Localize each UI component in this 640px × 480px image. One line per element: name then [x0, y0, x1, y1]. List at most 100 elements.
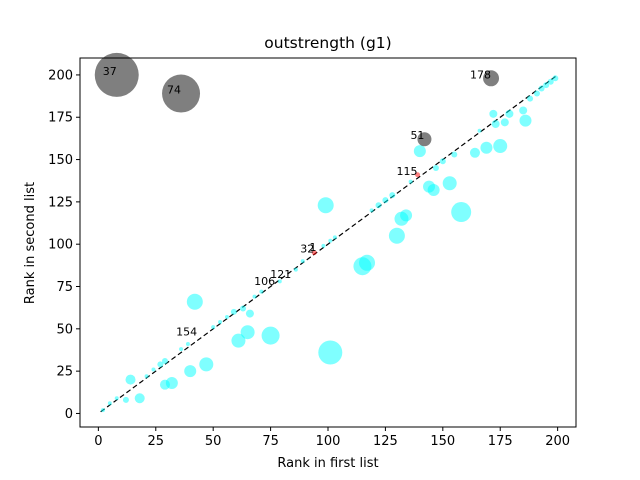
data-point-cyan	[439, 158, 446, 165]
data-point-cyan	[500, 118, 509, 127]
data-point-cyan	[332, 235, 337, 240]
x-axis-label: Rank in first list	[277, 456, 378, 471]
data-point-cyan	[252, 294, 257, 299]
data-point-cyan	[547, 78, 554, 85]
point-annotation: 106	[254, 275, 275, 288]
point-annotation: 51	[410, 129, 424, 142]
data-point-cyan	[533, 90, 540, 97]
data-point-cyan	[321, 243, 326, 248]
data-point-cyan	[224, 314, 229, 319]
data-point-cyan	[114, 396, 119, 401]
data-point-cyan	[382, 197, 389, 204]
data-point-cyan	[375, 202, 382, 209]
data-point-cyan	[144, 374, 149, 379]
point-annotation: 37	[103, 65, 117, 78]
data-point-cyan	[134, 393, 145, 404]
point-annotation: 1	[310, 241, 317, 254]
y-tick-label: 150	[48, 153, 73, 168]
x-tick-label: 25	[148, 434, 165, 449]
data-point-cyan	[179, 347, 184, 352]
data-point-cyan	[427, 184, 440, 197]
data-point-cyan	[451, 202, 472, 223]
data-point-cyan	[122, 396, 129, 403]
data-point-cyan	[413, 145, 426, 158]
data-point-red	[311, 250, 317, 256]
x-tick-label: 150	[430, 434, 455, 449]
point-annotation: 74	[167, 84, 181, 97]
data-point-cyan	[100, 408, 105, 413]
y-tick-label: 75	[56, 280, 73, 295]
y-tick-label: 200	[48, 68, 73, 83]
data-point-cyan	[293, 267, 298, 272]
point-annotation: 154	[176, 326, 197, 339]
data-point-cyan	[157, 361, 164, 368]
data-point-cyan	[211, 325, 216, 330]
data-point-cyan	[261, 326, 280, 345]
data-point-cyan	[240, 305, 247, 312]
data-point-cyan	[184, 365, 197, 378]
point-annotation: 121	[270, 268, 291, 281]
data-point-cyan	[359, 254, 376, 271]
data-point-cyan	[388, 227, 405, 244]
data-point-cyan	[277, 279, 282, 284]
data-point-cyan	[432, 165, 439, 172]
data-point-cyan	[491, 120, 500, 129]
y-tick-label: 25	[56, 365, 73, 380]
y-tick-label: 100	[48, 238, 73, 253]
data-point-cyan	[300, 259, 305, 264]
data-point-cyan	[519, 114, 532, 127]
x-axis: 0 25 50 75 100 125 150 175 200	[94, 427, 570, 449]
data-point-cyan	[489, 109, 498, 118]
data-point-cyan	[151, 367, 156, 372]
data-point-cyan	[519, 106, 528, 115]
x-tick-label: 75	[262, 434, 279, 449]
data-point-cyan	[259, 289, 264, 294]
data-point-cyan	[186, 293, 203, 310]
data-point-cyan	[552, 75, 559, 82]
data-point-gray	[417, 132, 432, 147]
data-point-gray	[162, 74, 201, 113]
data-point-gray	[94, 52, 139, 97]
data-point-cyan	[218, 320, 223, 325]
data-point-cyan	[245, 309, 254, 318]
data-point-cyan	[125, 374, 136, 385]
y-tick-label: 125	[48, 195, 73, 210]
y-axis-label: Rank in second list	[23, 182, 38, 304]
data-point-red	[415, 172, 421, 178]
x-tick-label: 0	[94, 434, 102, 449]
data-point-cyan	[527, 95, 534, 102]
y-tick-label: 0	[65, 407, 73, 422]
data-point-cyan	[538, 85, 545, 92]
data-point-cyan	[317, 197, 334, 214]
data-point-cyan	[408, 179, 413, 184]
data-point-cyan	[505, 109, 514, 118]
point-annotation: 178	[470, 68, 491, 81]
data-point-cyan	[161, 357, 168, 364]
data-point-cyan	[543, 82, 550, 89]
x-tick-label: 50	[205, 434, 222, 449]
data-point-cyan	[318, 340, 343, 365]
data-point-cyan	[240, 325, 255, 340]
data-point-cyan	[493, 139, 508, 154]
x-tick-label: 200	[545, 434, 570, 449]
data-point-cyan	[442, 176, 457, 191]
point-annotation: 32	[300, 243, 314, 256]
data-point-cyan	[185, 342, 190, 347]
data-point-cyan	[480, 141, 493, 154]
data-point-cyan	[230, 308, 237, 315]
x-tick-label: 175	[488, 434, 513, 449]
x-tick-label: 100	[316, 434, 341, 449]
chart-title: outstrength (g1)	[264, 34, 391, 52]
data-point-cyan	[400, 209, 413, 222]
point-annotation: 115	[397, 165, 418, 178]
data-point-cyan	[165, 376, 178, 389]
y-tick-label: 175	[48, 111, 73, 126]
y-axis: 0 25 50 75 100 125 150 175 200	[48, 68, 80, 422]
y-tick-label: 50	[56, 322, 73, 337]
data-point-cyan	[107, 401, 112, 406]
x-tick-label: 125	[373, 434, 398, 449]
data-point-cyan	[451, 151, 458, 158]
data-point-cyan	[477, 128, 482, 133]
